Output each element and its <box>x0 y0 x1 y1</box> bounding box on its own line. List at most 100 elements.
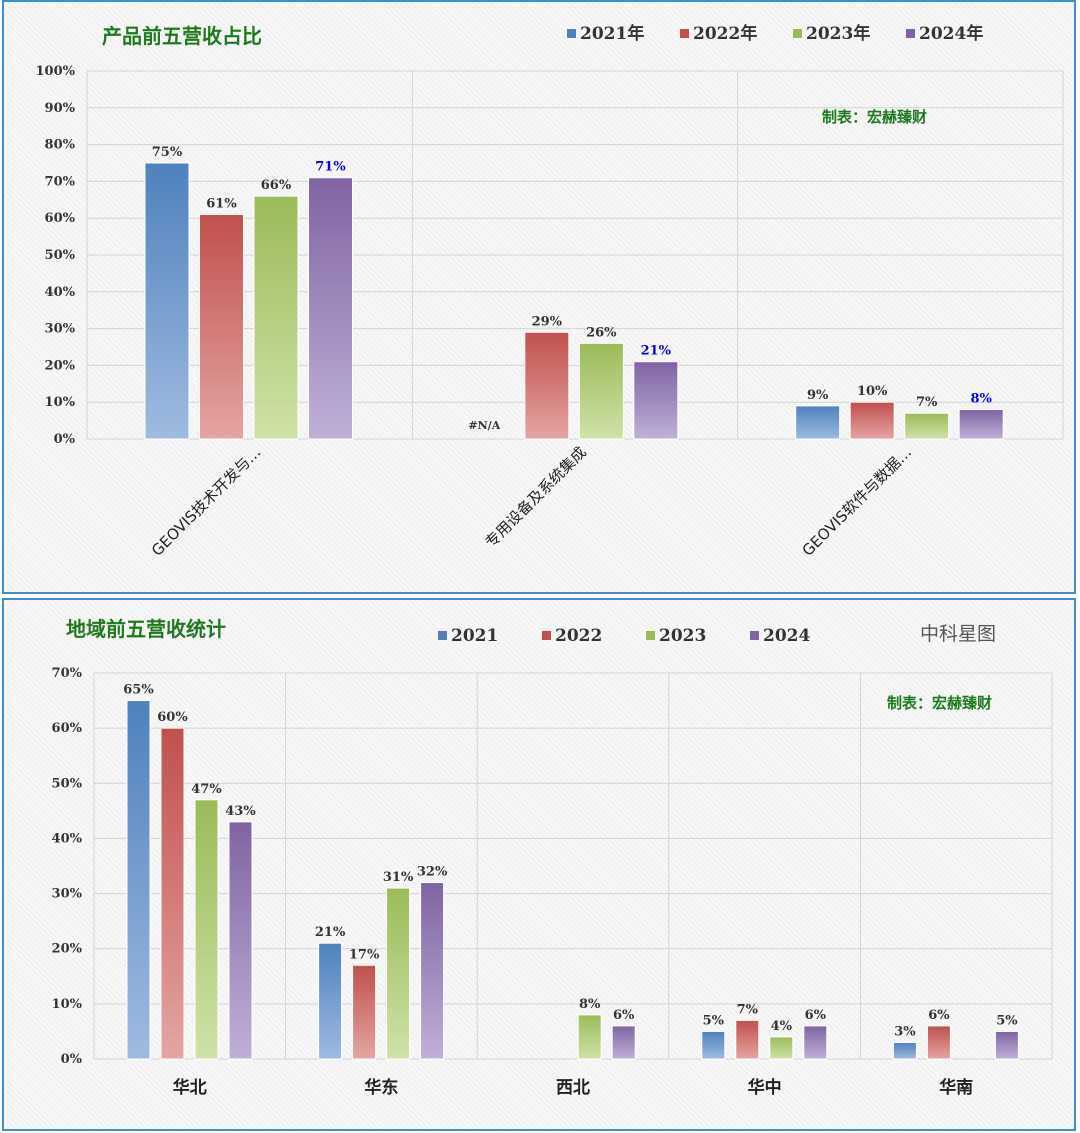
legend-swatch <box>906 29 915 38</box>
data-label: 66% <box>261 178 292 193</box>
category-label: GEOVIS软件与数据… <box>799 443 916 560</box>
legend-label: 2022年 <box>693 23 757 44</box>
data-label: 6% <box>613 1008 635 1023</box>
category-label: 华北 <box>173 1077 207 1098</box>
data-label: 8% <box>579 997 601 1012</box>
data-label: 21% <box>315 925 346 940</box>
bar <box>126 700 151 1060</box>
data-label: 32% <box>417 865 448 880</box>
bar <box>144 162 190 440</box>
category-label: 专用设备及系统集成 <box>482 443 590 551</box>
legend-swatch <box>680 29 689 38</box>
legend-swatch <box>793 29 802 38</box>
data-label: 75% <box>152 145 183 160</box>
data-label: 43% <box>225 804 256 819</box>
chart-title: 产品前五营收占比 <box>102 24 262 48</box>
y-tick-label: 0% <box>61 1052 83 1067</box>
bar <box>994 1030 1019 1060</box>
bar <box>735 1019 760 1060</box>
data-label: 8% <box>970 392 992 407</box>
data-label: 29% <box>532 314 563 329</box>
bar <box>633 361 679 440</box>
data-label: 10% <box>857 384 888 399</box>
bar <box>308 177 353 440</box>
y-tick-label: 50% <box>45 248 76 263</box>
na-label: #N/A <box>468 419 500 432</box>
chart-title: 地域前五营收统计 <box>66 617 226 641</box>
bar <box>318 942 343 1060</box>
bar <box>795 405 841 440</box>
category-label: 西北 <box>556 1078 590 1098</box>
data-label: 31% <box>383 870 414 885</box>
region-revenue-panel: 地域前五营收统计 中科星图 制表：宏赫臻财 0% 10% 20% 30% 40% 50% 6… <box>2 598 1076 1131</box>
legend-label: 2021 <box>451 626 498 646</box>
data-label: 21% <box>641 344 672 359</box>
bar <box>199 214 244 440</box>
y-tick-label: 70% <box>52 666 83 681</box>
data-label: 9% <box>807 388 829 403</box>
bar <box>420 882 445 1060</box>
y-tick-label: 60% <box>52 721 83 736</box>
y-tick-label: 40% <box>45 285 76 300</box>
data-label: 5% <box>703 1013 725 1028</box>
y-tick-label: 90% <box>45 101 76 116</box>
bar <box>904 412 950 440</box>
legend-swatch <box>567 29 576 38</box>
legend-swatch <box>750 631 759 640</box>
bar <box>849 401 895 440</box>
bar <box>228 821 253 1060</box>
bar <box>958 409 1004 440</box>
data-label: 65% <box>123 683 154 698</box>
legend-swatch <box>438 631 447 640</box>
y-tick-label: 20% <box>45 358 76 373</box>
credit-label: 制表：宏赫臻财 <box>822 108 927 126</box>
bar <box>524 331 570 440</box>
bar <box>892 1041 917 1060</box>
y-tick-label: 30% <box>45 322 76 337</box>
legend-label: 2021年 <box>580 23 644 44</box>
y-tick-label: 60% <box>45 211 76 226</box>
data-label: 17% <box>349 947 380 962</box>
data-label: 71% <box>315 160 346 175</box>
y-tick-label: 70% <box>45 174 76 189</box>
legend-label: 2023年 <box>806 23 870 44</box>
data-label: 7% <box>916 395 938 410</box>
region-revenue-chart: 地域前五营收统计 中科星图 制表：宏赫臻财 0% 10% 20% 30% 40% 50% 6… <box>52 617 1053 1098</box>
data-label: 61% <box>206 197 237 212</box>
data-label: 60% <box>157 710 188 725</box>
bar <box>194 799 219 1060</box>
data-label: 6% <box>805 1008 827 1023</box>
bar <box>160 727 185 1060</box>
product-revenue-panel: 产品前五营收占比 制表：宏赫臻财 0% 10% 20% 30% 40% 50% 60% 70%… <box>2 0 1076 594</box>
legend-label: 2024年 <box>919 23 983 44</box>
y-tick-label: 50% <box>52 776 83 791</box>
bar <box>253 195 299 440</box>
data-label: 6% <box>928 1008 950 1023</box>
bar <box>386 887 411 1060</box>
y-tick-label: 10% <box>45 395 76 410</box>
category-label: 华中 <box>748 1077 782 1098</box>
legend-swatch <box>646 631 655 640</box>
bar <box>701 1030 726 1060</box>
data-label: 5% <box>996 1013 1018 1028</box>
data-label: 26% <box>586 325 617 340</box>
bar <box>803 1025 828 1060</box>
bar <box>611 1025 636 1060</box>
y-tick-label: 40% <box>52 831 83 846</box>
legend-label: 2024 <box>763 626 810 646</box>
legend-swatch <box>542 631 551 640</box>
data-label: 7% <box>737 1002 759 1017</box>
credit-label: 制表：宏赫臻财 <box>887 694 992 712</box>
data-label: 3% <box>894 1024 916 1039</box>
category-label: 华东 <box>364 1077 398 1098</box>
bar <box>352 964 377 1060</box>
y-tick-label: 10% <box>52 997 83 1012</box>
data-label: 4% <box>771 1019 793 1034</box>
y-tick-label: 0% <box>54 432 76 447</box>
category-label: GEOVIS技术开发与… <box>148 443 265 560</box>
y-tick-label: 20% <box>52 942 83 957</box>
bar <box>769 1036 794 1060</box>
y-tick-label: 80% <box>45 138 76 153</box>
bar <box>578 342 624 440</box>
company-label: 中科星图 <box>920 623 996 645</box>
